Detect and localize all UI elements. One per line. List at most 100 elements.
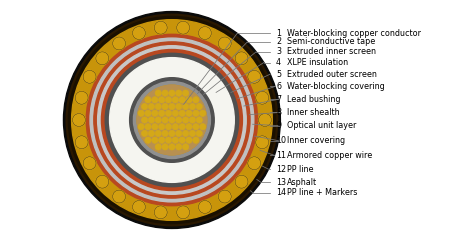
Circle shape <box>73 114 85 126</box>
Circle shape <box>83 157 96 170</box>
Circle shape <box>155 130 162 137</box>
Text: 7: 7 <box>276 95 281 104</box>
Circle shape <box>179 137 185 143</box>
Text: Semi-conductive tape: Semi-conductive tape <box>287 37 375 47</box>
Circle shape <box>177 206 190 219</box>
Text: Water-blocking copper conductor: Water-blocking copper conductor <box>287 29 421 38</box>
Circle shape <box>66 14 278 226</box>
Circle shape <box>219 190 231 203</box>
Circle shape <box>196 130 202 137</box>
Circle shape <box>64 12 281 228</box>
Circle shape <box>148 117 155 123</box>
Circle shape <box>172 97 179 103</box>
Circle shape <box>162 117 168 123</box>
Text: 13: 13 <box>276 178 286 187</box>
Circle shape <box>199 200 211 213</box>
Text: Inner covering: Inner covering <box>287 136 345 145</box>
Circle shape <box>189 130 196 137</box>
Circle shape <box>113 37 126 50</box>
Text: 4: 4 <box>276 58 281 67</box>
Circle shape <box>256 136 269 149</box>
Circle shape <box>158 110 165 116</box>
Text: 9: 9 <box>276 121 281 130</box>
Text: Water-blocking covering: Water-blocking covering <box>287 82 384 91</box>
Circle shape <box>175 144 182 150</box>
Circle shape <box>175 103 182 110</box>
Circle shape <box>192 137 199 143</box>
Circle shape <box>165 137 172 143</box>
Circle shape <box>162 103 168 110</box>
Circle shape <box>200 124 206 130</box>
Circle shape <box>175 117 182 123</box>
Circle shape <box>169 130 175 137</box>
Circle shape <box>72 20 272 220</box>
Circle shape <box>105 53 238 187</box>
Text: Optical unit layer: Optical unit layer <box>287 121 356 130</box>
Circle shape <box>177 21 190 34</box>
Circle shape <box>152 110 158 116</box>
Circle shape <box>189 103 196 110</box>
Text: PP line: PP line <box>287 165 313 174</box>
Circle shape <box>248 157 261 170</box>
Circle shape <box>145 97 151 103</box>
Circle shape <box>148 103 155 110</box>
Text: 8: 8 <box>276 108 281 117</box>
Circle shape <box>248 70 261 83</box>
Circle shape <box>141 103 148 110</box>
Text: 11: 11 <box>276 151 286 160</box>
Circle shape <box>192 110 199 116</box>
Circle shape <box>113 190 126 203</box>
Circle shape <box>199 27 211 40</box>
Circle shape <box>145 137 151 143</box>
Text: 3: 3 <box>276 47 281 56</box>
Circle shape <box>133 82 210 158</box>
Circle shape <box>182 90 189 96</box>
Text: Extruded outer screen: Extruded outer screen <box>287 70 377 79</box>
Circle shape <box>258 114 272 126</box>
Circle shape <box>182 117 189 123</box>
Circle shape <box>189 117 196 123</box>
Circle shape <box>148 130 155 137</box>
Text: XLPE insulation: XLPE insulation <box>287 58 348 67</box>
Circle shape <box>137 85 207 155</box>
Circle shape <box>109 58 234 182</box>
Circle shape <box>172 137 179 143</box>
Circle shape <box>96 175 109 188</box>
Circle shape <box>138 110 145 116</box>
Circle shape <box>182 103 189 110</box>
Circle shape <box>169 90 175 96</box>
Circle shape <box>155 90 162 96</box>
Circle shape <box>219 37 231 50</box>
Circle shape <box>141 130 148 137</box>
Circle shape <box>172 110 179 116</box>
Circle shape <box>83 70 96 83</box>
Circle shape <box>90 38 254 202</box>
Circle shape <box>169 144 175 150</box>
Text: PP line + Markers: PP line + Markers <box>287 188 357 197</box>
Circle shape <box>196 103 202 110</box>
Circle shape <box>162 130 168 137</box>
Circle shape <box>145 124 151 130</box>
Circle shape <box>158 137 165 143</box>
Circle shape <box>192 97 199 103</box>
Circle shape <box>98 46 246 194</box>
Circle shape <box>200 110 206 116</box>
Circle shape <box>145 110 151 116</box>
Circle shape <box>172 124 179 130</box>
Circle shape <box>101 49 242 191</box>
Circle shape <box>96 52 109 65</box>
Circle shape <box>86 34 257 206</box>
Circle shape <box>162 144 168 150</box>
Circle shape <box>155 144 162 150</box>
Text: 1: 1 <box>276 29 281 38</box>
Circle shape <box>155 117 162 123</box>
Circle shape <box>182 130 189 137</box>
Text: Extruded inner screen: Extruded inner screen <box>287 47 376 56</box>
Text: 10: 10 <box>276 136 286 145</box>
Circle shape <box>169 103 175 110</box>
Circle shape <box>138 124 145 130</box>
Text: Armored copper wire: Armored copper wire <box>287 151 372 160</box>
Circle shape <box>179 110 185 116</box>
Text: Asphalt: Asphalt <box>287 178 317 187</box>
Circle shape <box>182 144 189 150</box>
